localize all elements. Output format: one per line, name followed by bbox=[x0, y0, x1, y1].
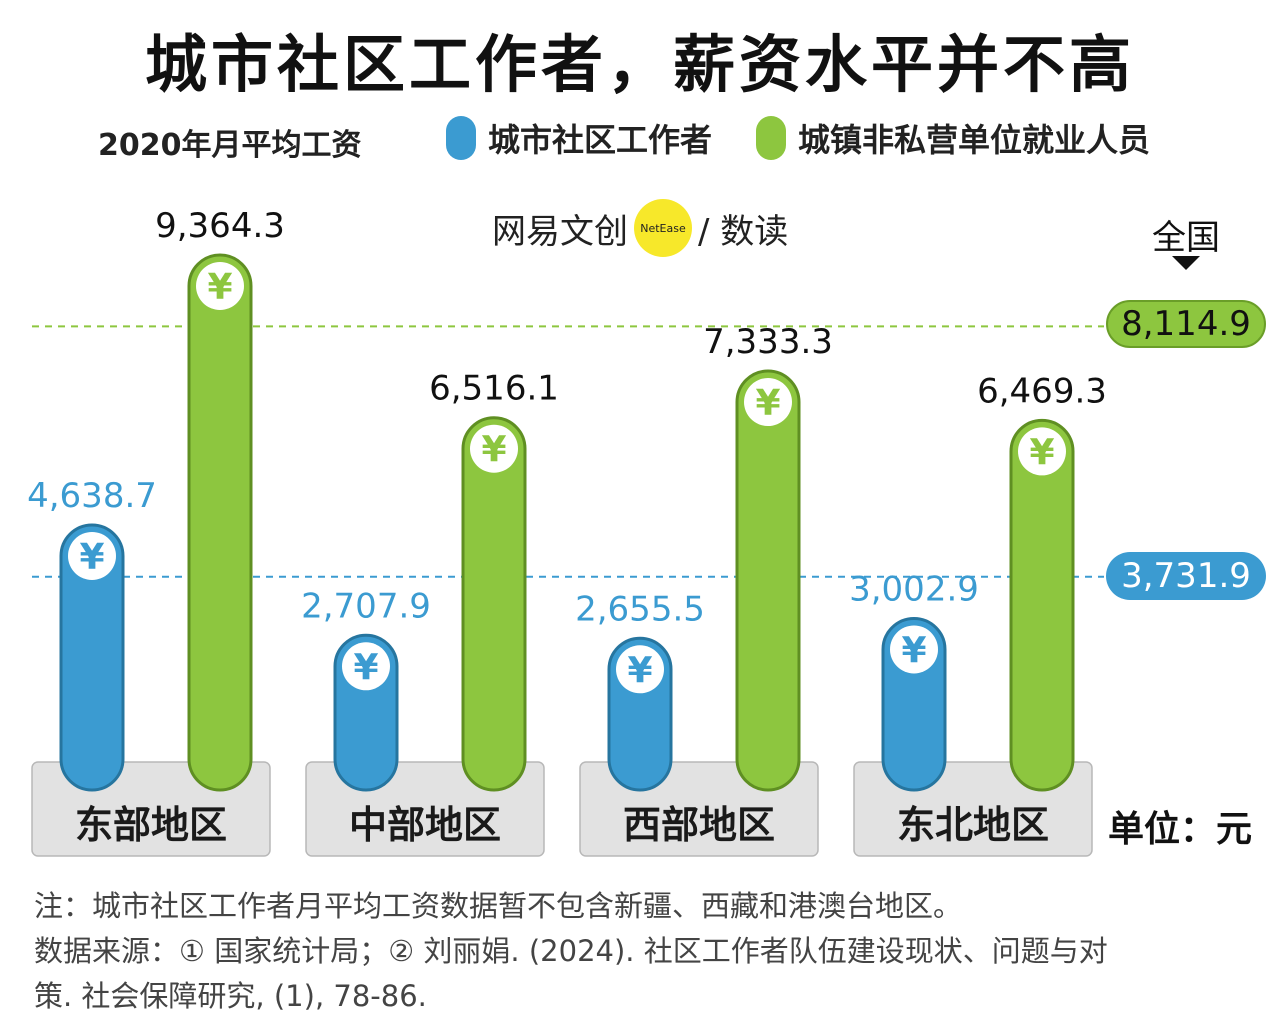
data-label: 6,516.1 bbox=[429, 369, 559, 409]
legend-label: 城镇非私营单位就业人员 bbox=[798, 121, 1151, 159]
down-arrow-icon bbox=[1172, 256, 1200, 270]
brand-dot: NetEase bbox=[634, 199, 692, 257]
legend-swatch-blue bbox=[446, 116, 476, 160]
bar-urban-employee bbox=[187, 253, 253, 792]
data-label: 3,002.9 bbox=[849, 569, 979, 609]
national-label: 全国 bbox=[1152, 218, 1220, 258]
footnote-line: 策. 社会保障研究, (1), 78-86. bbox=[34, 979, 427, 1013]
legend-item-community-workers: 城市社区工作者 bbox=[446, 116, 712, 160]
legend-swatch-green bbox=[756, 116, 786, 160]
footnote-line: 数据来源：① 国家统计局；② 刘丽娟. (2024). 社区工作者队伍建设现状、… bbox=[34, 934, 1108, 968]
national-green-value: 8,114.9 bbox=[1106, 300, 1266, 348]
yuan-icon-glyph: ¥ bbox=[627, 650, 652, 691]
data-label: 6,469.3 bbox=[977, 371, 1107, 411]
category-label: 中部地区 bbox=[349, 803, 501, 847]
yuan-icon-glyph: ¥ bbox=[1029, 432, 1054, 473]
national-blue-value: 3,731.9 bbox=[1106, 552, 1266, 600]
data-label: 2,655.5 bbox=[575, 589, 705, 629]
chart-subtitle: 2020年月平均工资 bbox=[98, 128, 362, 163]
yuan-icon-glyph: ¥ bbox=[353, 647, 378, 688]
yuan-icon-glyph: ¥ bbox=[755, 383, 780, 424]
category-label: 东北地区 bbox=[897, 803, 1049, 847]
brand-name: 网易文创 bbox=[492, 211, 628, 252]
yuan-icon bbox=[1018, 427, 1066, 476]
bar-urban-employee bbox=[1009, 418, 1075, 792]
legend-item-urban-employees: 城镇非私营单位就业人员 bbox=[756, 116, 1150, 160]
brand-sub: / 数读 bbox=[698, 211, 789, 252]
category-label: 西部地区 bbox=[623, 803, 775, 847]
unit-label: 单位：元 bbox=[1108, 809, 1253, 850]
yuan-icon bbox=[616, 645, 664, 694]
yuan-icon-glyph: ¥ bbox=[481, 430, 506, 471]
data-label: 9,364.3 bbox=[155, 206, 285, 246]
bar-urban-employee bbox=[735, 369, 801, 792]
legend-label: 城市社区工作者 bbox=[488, 121, 713, 159]
yuan-icon-glyph: ¥ bbox=[79, 537, 104, 578]
data-label: 2,707.9 bbox=[301, 586, 431, 626]
yuan-icon bbox=[744, 378, 792, 427]
brand-logo: 网易文创 NetEase / 数读 bbox=[492, 198, 788, 258]
yuan-icon bbox=[68, 531, 116, 580]
category-label: 东部地区 bbox=[75, 803, 227, 847]
yuan-icon-glyph: ¥ bbox=[207, 267, 232, 308]
legend: 2020年月平均工资 城市社区工作者 城镇非私营单位就业人员 bbox=[98, 116, 1218, 163]
data-label: 4,638.7 bbox=[27, 476, 157, 516]
footnote-line: 注：城市社区工作者月平均工资数据暂不包含新疆、西藏和港澳台地区。 bbox=[34, 889, 963, 923]
yuan-icon bbox=[890, 625, 938, 674]
yuan-icon-glyph: ¥ bbox=[901, 630, 926, 671]
yuan-icon bbox=[342, 642, 390, 691]
bar-community-worker bbox=[59, 523, 125, 792]
yuan-icon bbox=[196, 262, 244, 310]
yuan-icon bbox=[470, 424, 518, 473]
page-title: 城市社区工作者，薪资水平并不高 bbox=[144, 28, 1135, 101]
data-label: 7,333.3 bbox=[703, 322, 833, 362]
footnotes: 注：城市社区工作者月平均工资数据暂不包含新疆、西藏和港澳台地区。 数据来源：① … bbox=[34, 884, 1264, 1019]
bar-urban-employee bbox=[461, 416, 527, 792]
